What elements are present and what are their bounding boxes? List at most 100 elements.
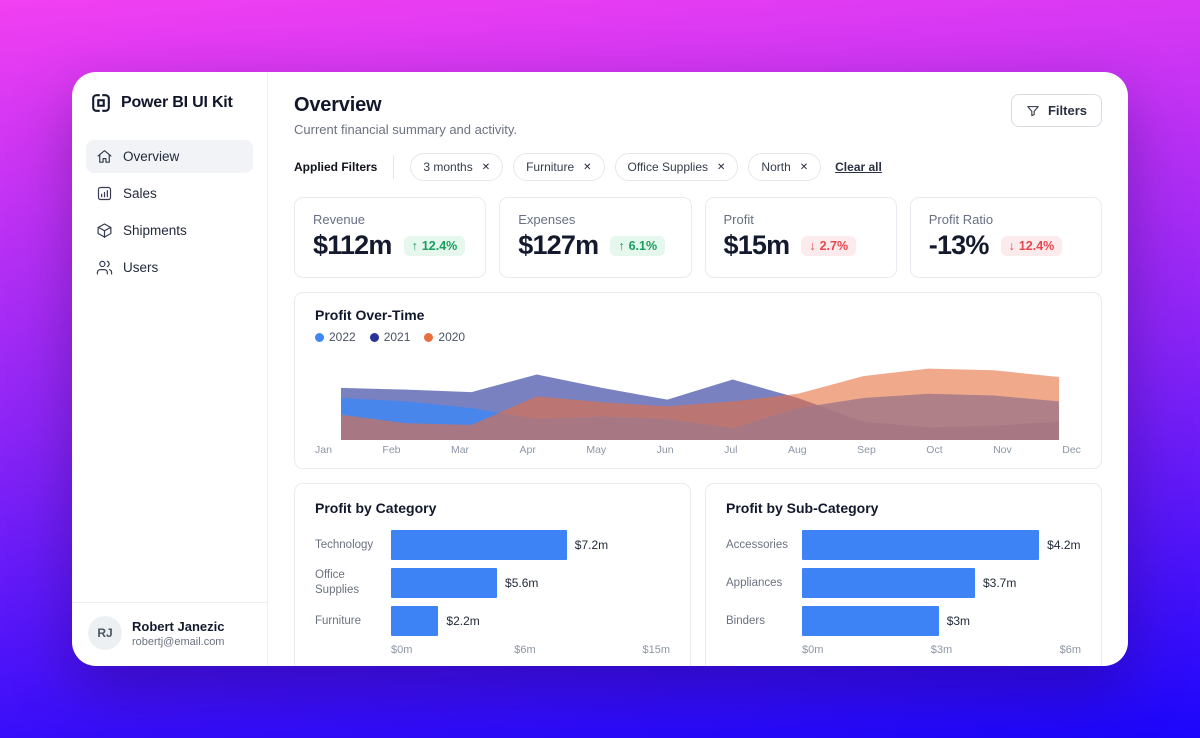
sidebar-item-users[interactable]: Users	[86, 251, 253, 284]
sidebar-item-overview[interactable]: Overview	[86, 140, 253, 173]
user-profile[interactable]: RJ Robert Janezic robertj@email.com	[72, 602, 267, 666]
close-icon[interactable]: ✕	[481, 161, 491, 173]
legend-label: 2020	[438, 330, 466, 344]
bar-row: Technology $7.2m	[315, 530, 670, 560]
close-icon[interactable]: ✕	[583, 161, 592, 173]
chart-title: Profit Over-Time	[315, 307, 425, 323]
bar-row: Accessories $4.2m	[726, 530, 1081, 560]
bar-binders[interactable]	[802, 606, 939, 636]
kpi-delta-badge: ↑ 12.4%	[403, 235, 466, 256]
bar-track: $5.6m	[391, 568, 670, 598]
home-icon	[96, 148, 113, 165]
x-tick-label: Jan	[315, 444, 332, 456]
chart-title: Profit by Sub-Category	[726, 500, 879, 516]
area-chart	[341, 356, 1059, 440]
x-tick-label: $6m	[514, 644, 536, 656]
bar-value-label: $7.2m	[574, 538, 609, 552]
filter-chip[interactable]: 3 months ✕	[410, 153, 504, 181]
x-tick-label: $0m	[391, 644, 413, 656]
bar-category-label: Binders	[726, 614, 765, 627]
x-tick-label: Jul	[724, 444, 738, 456]
bar-value-label: $2.2m	[446, 614, 480, 628]
kpi-card-profit: Profit $15m ↓ 2.7%	[704, 197, 897, 278]
x-tick-label: Aug	[787, 444, 807, 456]
sidebar-item-label: Shipments	[123, 223, 187, 238]
kpi-value: $15m	[723, 230, 791, 260]
bar-furniture[interactable]	[391, 606, 439, 636]
app-logo-icon	[90, 92, 112, 114]
main-content: Overview Current financial summary and a…	[268, 72, 1128, 666]
kpi-label: Profit	[723, 212, 754, 227]
bar-category-label: Accessories	[726, 538, 788, 551]
sidebar-item-shipments[interactable]: Shipments	[86, 214, 253, 247]
app-window: Power BI UI Kit Overview Sales Shipments Us…	[72, 72, 1128, 666]
x-tick-label: $0m	[802, 644, 824, 656]
kpi-delta: 12.4%	[1018, 238, 1055, 253]
profit-over-time-card: Profit Over-Time 2022 2021 2020 Jan Feb Mar A…	[294, 292, 1102, 469]
x-tick-label: $15m	[642, 644, 670, 656]
x-tick-label: $3m	[930, 644, 953, 656]
profit-by-category-card: Profit by Category Technology $7.2m Office…	[294, 483, 691, 666]
kpi-value: -13%	[928, 230, 990, 260]
kpi-card-expenses: Expenses $127m ↑ 6.1%	[499, 197, 692, 278]
bar-value-label: $5.6m	[505, 576, 539, 590]
kpi-delta: 12.4%	[421, 238, 458, 253]
close-icon[interactable]: ✕	[717, 161, 726, 173]
bar-value-label: $4.2m	[1047, 538, 1081, 552]
kpi-label: Expenses	[518, 212, 576, 227]
user-email: robertj@email.com	[132, 635, 225, 648]
legend-item-2022[interactable]: 2022	[315, 330, 356, 344]
bar-accessories[interactable]	[802, 530, 1040, 560]
arrow-down-icon: ↓	[1008, 238, 1015, 253]
filter-chip-label: Furniture	[526, 160, 575, 174]
x-tick-label: Jun	[656, 444, 674, 456]
arrow-up-icon: ↑	[411, 238, 418, 253]
close-icon[interactable]: ✕	[799, 161, 809, 173]
x-axis-months: Jan Feb Mar Apr May Jun Jul Aug Sep Oct Nov Dec	[315, 444, 1081, 458]
filters-button[interactable]: Filters	[1010, 94, 1102, 127]
bar-rows: Accessories $4.2m Appliances $3.7m Binders $3…	[726, 530, 1081, 636]
divider	[393, 155, 395, 179]
filter-funnel-icon	[1026, 104, 1040, 118]
filter-chip-label: 3 months	[423, 160, 473, 174]
bar-row: Office Supplies $5.6m	[315, 568, 670, 598]
filter-chip[interactable]: Office Supplies ✕	[614, 153, 739, 181]
kpi-label: Revenue	[313, 212, 366, 227]
kpi-card-revenue: Revenue $112m ↑ 12.4%	[294, 197, 487, 278]
filters-button-label: Filters	[1047, 103, 1087, 118]
chart-legend: 2022 2021 2020	[315, 330, 1081, 344]
arrow-down-icon: ↓	[809, 238, 816, 253]
bar-category-label: Furniture	[315, 614, 362, 627]
bar-track: $7.2m	[391, 530, 670, 560]
bar-technology[interactable]	[391, 530, 567, 560]
filter-chip-label: North	[761, 160, 791, 174]
kpi-delta-badge: ↓ 12.4%	[1000, 235, 1063, 256]
x-tick-label: Nov	[993, 444, 1012, 456]
filter-chip[interactable]: North ✕	[748, 153, 822, 181]
legend-item-2021[interactable]: 2021	[369, 330, 411, 344]
brand-name: Power BI UI Kit	[121, 94, 233, 111]
bar-appliances[interactable]	[802, 568, 975, 598]
legend-dot	[369, 332, 379, 342]
bar-office-supplies[interactable]	[391, 568, 498, 598]
users-icon	[96, 259, 113, 276]
legend-item-2020[interactable]: 2020	[424, 330, 465, 344]
x-tick-label: $6m	[1059, 644, 1081, 656]
page-heading: Overview Current financial summary and a…	[294, 94, 517, 137]
clear-all-link[interactable]: Clear all	[835, 160, 882, 174]
applied-filters-label: Applied Filters	[294, 160, 378, 174]
legend-label: 2021	[383, 330, 411, 344]
kpi-delta-badge: ↑ 6.1%	[610, 235, 666, 256]
package-icon	[96, 222, 113, 239]
brand: Power BI UI Kit	[86, 92, 253, 114]
x-tick-label: Dec	[1062, 444, 1081, 456]
x-tick-label: Mar	[450, 444, 470, 456]
page-subtitle: Current financial summary and activity.	[294, 122, 518, 137]
bar-category-label: Office Supplies	[315, 569, 360, 596]
x-tick-label: Oct	[926, 444, 943, 456]
bar-rows: Technology $7.2m Office Supplies $5.6m Furni…	[315, 530, 670, 636]
sidebar-item-sales[interactable]: Sales	[86, 177, 253, 210]
x-axis: $0m $6m $15m	[391, 644, 670, 660]
filter-chip[interactable]: Furniture ✕	[513, 153, 605, 181]
bar-chart-icon	[96, 185, 113, 202]
